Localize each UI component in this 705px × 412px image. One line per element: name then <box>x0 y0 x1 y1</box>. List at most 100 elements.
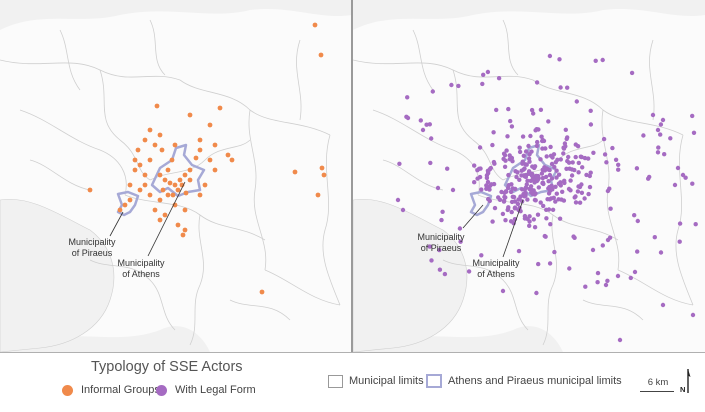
legal-form-point <box>517 177 522 182</box>
informal-point <box>172 182 178 188</box>
municipal-boundary <box>372 109 480 196</box>
legal-form-point <box>547 197 552 202</box>
athens-label: Municipality <box>117 258 165 268</box>
legal-form-point <box>534 80 540 85</box>
legal-form-point <box>405 115 411 121</box>
legal-form-point <box>532 164 538 169</box>
legal-form-point <box>532 197 538 203</box>
legal-form-point <box>420 127 426 133</box>
legal-form-point <box>501 199 507 204</box>
legal-form-point <box>501 151 507 156</box>
legal-form-point <box>616 162 621 167</box>
legal-form-point <box>552 164 557 170</box>
legal-form-point <box>485 179 491 185</box>
legal-form-point <box>553 199 558 204</box>
legend-item-athens-piraeus: Athens and Piraeus municipal limits <box>426 373 622 389</box>
legal-form-point <box>480 81 485 87</box>
athens-label: of Athens <box>477 269 515 279</box>
informal-point <box>165 192 171 198</box>
legal-form-point <box>562 180 567 186</box>
legal-form-point <box>588 122 594 127</box>
informal-point <box>197 192 203 198</box>
legal-form-point <box>662 152 667 157</box>
legal-form-point <box>634 166 640 171</box>
legal-form-point <box>484 183 489 188</box>
legal-form-point <box>472 180 477 185</box>
legal-form-point <box>500 288 506 294</box>
legal-form-point <box>629 70 635 76</box>
legal-form-point <box>650 112 656 118</box>
informal-point <box>162 212 168 218</box>
municipal-boundary <box>542 214 557 346</box>
informal-point <box>177 177 183 183</box>
informal-point <box>170 192 176 198</box>
legal-form-point <box>586 156 591 161</box>
legal-form-point <box>586 191 591 197</box>
informal-point <box>159 147 165 153</box>
north-arrow-icon: N <box>680 369 691 394</box>
legal-form-point <box>652 235 657 240</box>
legal-form-point <box>557 216 563 221</box>
legal-form-point <box>515 170 520 175</box>
informal-point <box>321 172 327 178</box>
municipal-boundary <box>149 19 166 76</box>
legal-form-point <box>506 172 511 178</box>
municipal-boundary <box>412 29 434 91</box>
informal-point <box>165 167 171 173</box>
legal-form-point <box>509 209 514 215</box>
legal-form-point <box>553 160 558 165</box>
legal-form-point <box>675 165 681 171</box>
piraeus-label: Municipality <box>417 232 465 242</box>
legal-form-point <box>458 239 463 244</box>
legal-form-point <box>428 160 433 166</box>
legal-form-point <box>660 302 666 308</box>
legal-form-point <box>548 222 553 227</box>
informal-point <box>202 182 208 188</box>
municipal-boundary <box>675 134 694 306</box>
informal-point <box>182 207 188 213</box>
legal-form-point <box>395 197 401 203</box>
legal-form-point <box>477 174 483 180</box>
legal-form-point <box>490 142 495 148</box>
legal-form-point <box>605 237 611 243</box>
legal-form-point <box>595 270 601 276</box>
legal-form-point <box>600 243 605 248</box>
north-label: N <box>680 385 685 394</box>
legal-form-point <box>632 213 637 218</box>
legal-form-point <box>523 174 529 179</box>
legal-form-point <box>593 58 598 63</box>
legal-form-point <box>615 273 621 279</box>
legal-form-point <box>496 76 502 81</box>
legal-form-point <box>577 200 583 205</box>
legal-form-point <box>527 223 532 228</box>
legal-form-point <box>477 145 483 150</box>
legal-form-point <box>602 152 608 157</box>
legal-form-point <box>547 53 553 59</box>
piraeus-label: of Piraeus <box>72 248 113 258</box>
legal-form-point <box>608 206 613 211</box>
legal-form-point <box>489 182 494 187</box>
legal-form-point <box>429 258 434 263</box>
informal-point <box>132 167 138 173</box>
legal-form-point <box>418 118 423 123</box>
legal-form-point <box>656 145 661 150</box>
legal-form-point <box>522 194 527 199</box>
legal-form-point <box>554 168 559 173</box>
informal-point <box>318 52 324 58</box>
legal-form-point <box>517 197 522 202</box>
legal-form-point <box>533 128 538 133</box>
legal-form-point <box>538 157 543 162</box>
legal-form-point <box>449 82 454 88</box>
legal-form-point <box>515 201 521 207</box>
piraeus-boundary <box>116 190 140 217</box>
legal-form-point <box>491 130 496 135</box>
legal-form-point <box>503 195 508 200</box>
legal-form-point <box>505 134 510 139</box>
legal-form-point <box>677 239 682 244</box>
legal-form-point <box>572 167 577 173</box>
legal-form-point <box>512 206 518 211</box>
informal-point <box>175 187 181 193</box>
informal-point <box>193 155 199 161</box>
legal-form-point <box>550 155 555 160</box>
legal-form-point <box>551 195 556 200</box>
